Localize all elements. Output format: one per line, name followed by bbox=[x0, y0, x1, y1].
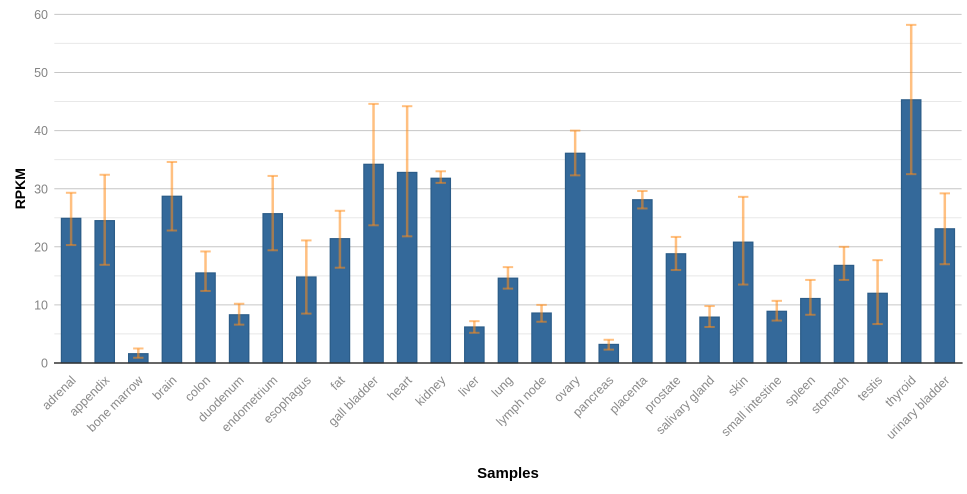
svg-text:10: 10 bbox=[34, 299, 48, 313]
svg-text:30: 30 bbox=[34, 182, 48, 196]
svg-text:20: 20 bbox=[34, 240, 48, 254]
svg-text:50: 50 bbox=[34, 66, 48, 80]
svg-text:RPKM: RPKM bbox=[12, 168, 28, 209]
svg-text:0: 0 bbox=[41, 357, 48, 371]
svg-text:Samples: Samples bbox=[477, 465, 539, 482]
svg-text:40: 40 bbox=[34, 124, 48, 138]
svg-text:60: 60 bbox=[34, 8, 48, 22]
